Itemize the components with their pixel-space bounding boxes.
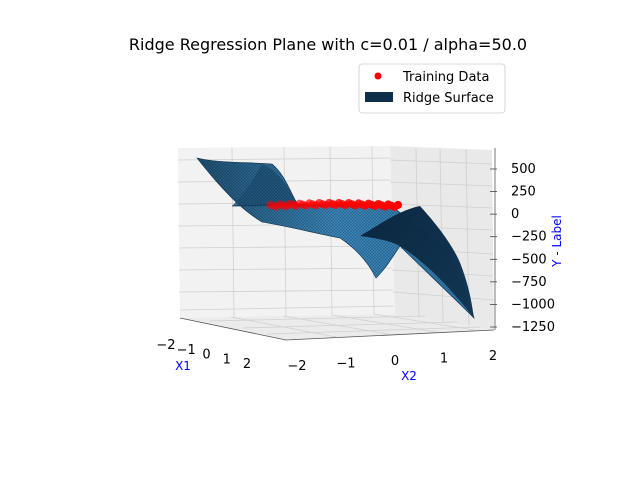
z-tick-label: −250: [511, 230, 547, 245]
chart-title: Ridge Regression Plane with c=0.01 / alp…: [129, 35, 527, 54]
x1-tick-label: 1: [223, 352, 231, 367]
x2-tick-label: −1: [336, 357, 355, 372]
training-data-points: [266, 198, 402, 211]
x2-axis-label: X2: [401, 369, 417, 383]
x1-tick-label: −1: [177, 343, 196, 358]
z-tick-label: 500: [511, 162, 536, 177]
z-tick-label: −1250: [511, 320, 555, 335]
legend-label-training-data: Training Data: [402, 70, 489, 85]
z-axis: −1250 −1000 −750 −500 −250 0 250 500: [490, 148, 555, 335]
x1-axis-label: X1: [175, 359, 191, 373]
x2-tick-label: 2: [489, 349, 497, 364]
x2-tick-label: 1: [440, 352, 448, 367]
legend-label-ridge-surface: Ridge Surface: [403, 91, 494, 106]
x2-tick-label: −2: [287, 359, 306, 374]
z-tick-label: −1000: [511, 297, 555, 312]
legend-patch-ridge-surface: [365, 92, 393, 102]
x2-axis: −2 −1 0 1 2: [285, 329, 497, 374]
z-tick-label: −750: [511, 275, 547, 290]
z-tick-label: 0: [511, 207, 519, 222]
legend-box: [358, 63, 506, 114]
x1-tick-label: 0: [202, 348, 210, 363]
x1-tick-label: −2: [156, 338, 175, 353]
z-tick-label: 250: [511, 185, 536, 200]
x2-tick-label: 0: [391, 354, 399, 369]
z-tick-label: −500: [511, 252, 547, 267]
x1-axis: −2 −1 0 1 2: [156, 317, 287, 372]
x1-tick-label: 2: [243, 357, 251, 372]
z-axis-label: Y - Label: [550, 215, 564, 268]
training-data-point: [394, 200, 402, 209]
legend: Training Data Ridge Surface: [358, 63, 506, 114]
legend-marker-training-data: [374, 72, 382, 80]
